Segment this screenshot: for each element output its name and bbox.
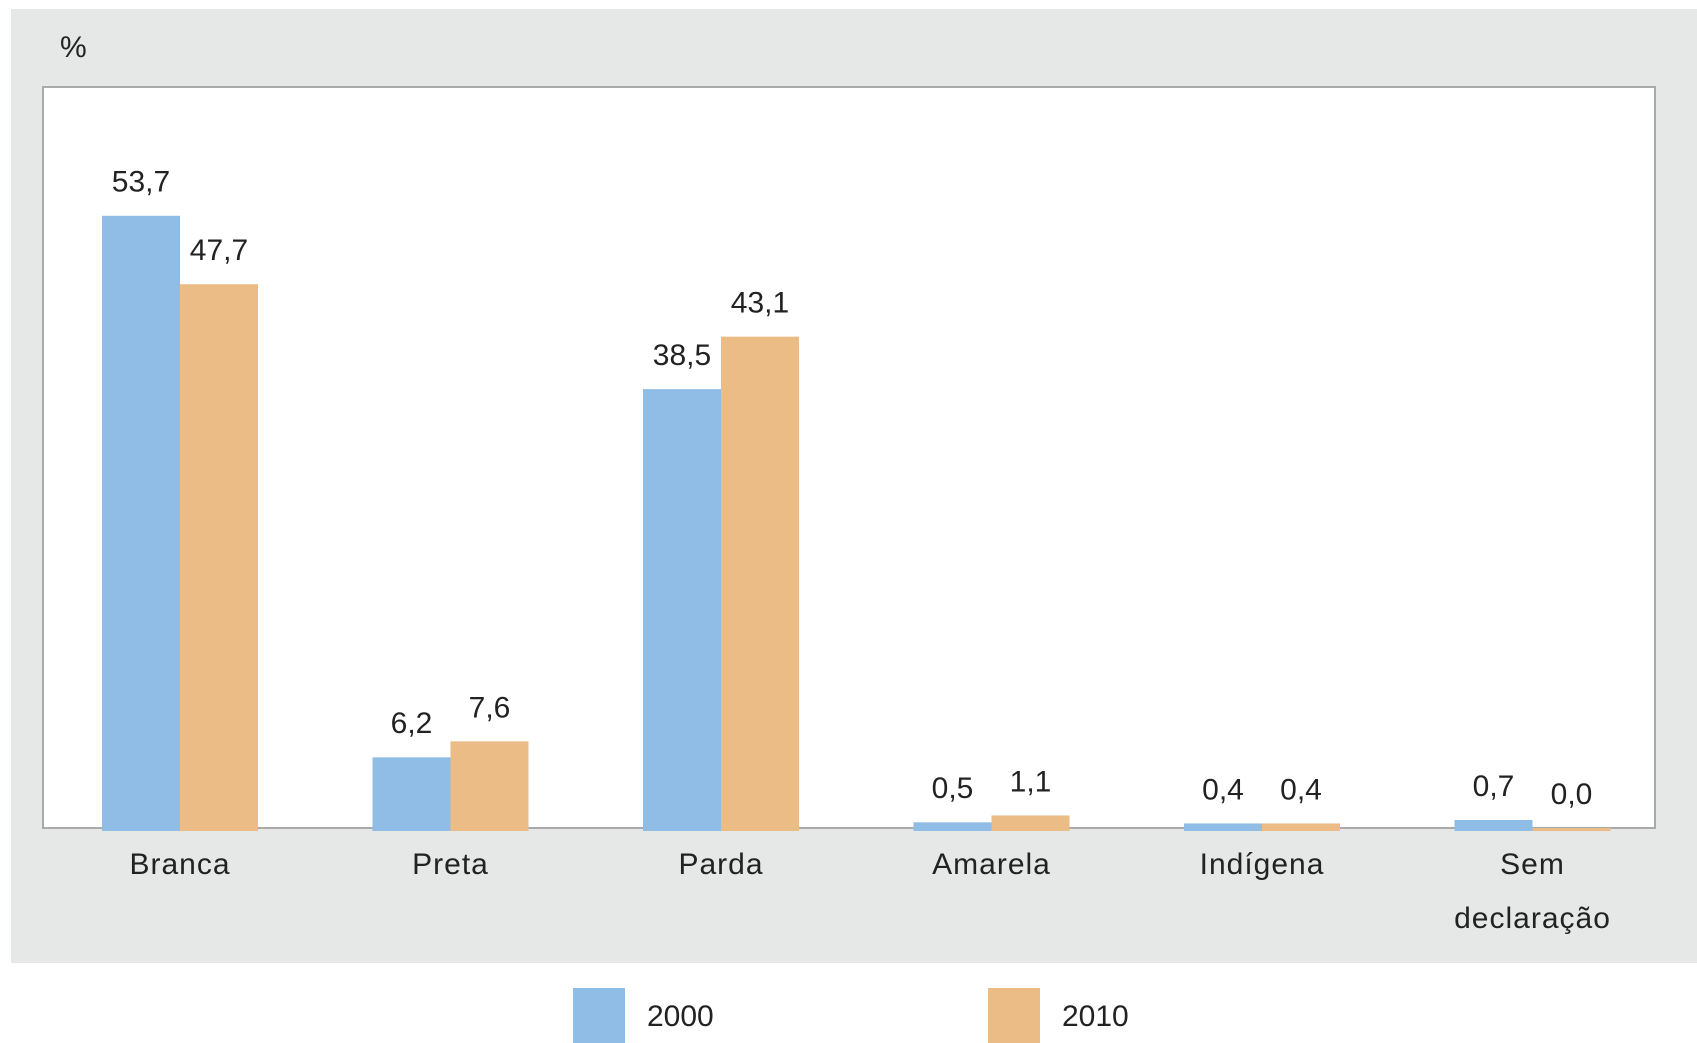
x-tick-label: Branca <box>129 848 231 881</box>
data-label: 0,5 <box>932 772 974 805</box>
legend-swatch <box>573 988 625 1043</box>
bar <box>180 284 258 832</box>
data-label: 1,1 <box>1010 765 1052 798</box>
data-label: 0,4 <box>1202 773 1244 806</box>
data-label: 0,4 <box>1280 773 1322 806</box>
plot-area <box>42 86 1656 829</box>
bar <box>1184 823 1262 831</box>
legend-label: 2000 <box>647 1000 714 1033</box>
bar <box>1454 820 1533 831</box>
bar <box>721 336 799 831</box>
data-label: 6,2 <box>391 707 433 740</box>
x-tick-label: Sem declaração <box>1454 848 1611 935</box>
data-label: 38,5 <box>653 339 711 372</box>
bar <box>1262 823 1340 831</box>
data-label: 43,1 <box>731 287 789 320</box>
bar <box>643 389 721 831</box>
data-label: 47,7 <box>190 234 248 267</box>
x-tick-label: Preta <box>412 848 489 881</box>
data-label: 7,6 <box>469 691 511 724</box>
bar <box>450 741 529 831</box>
data-label: 53,7 <box>112 166 170 199</box>
bar <box>372 757 451 831</box>
legend-swatch <box>988 988 1040 1043</box>
bar <box>102 215 180 831</box>
bar <box>913 822 992 831</box>
x-tick-label: Parda <box>678 848 764 881</box>
bar <box>991 815 1070 831</box>
x-tick-label: Amarela <box>932 848 1051 881</box>
y-axis-label: % <box>60 31 87 64</box>
bar <box>1532 828 1611 831</box>
data-label: 0,0 <box>1551 778 1593 811</box>
x-tick-label: Indígena <box>1199 848 1325 881</box>
data-label: 0,7 <box>1473 770 1515 803</box>
legend-label: 2010 <box>1062 1000 1129 1033</box>
